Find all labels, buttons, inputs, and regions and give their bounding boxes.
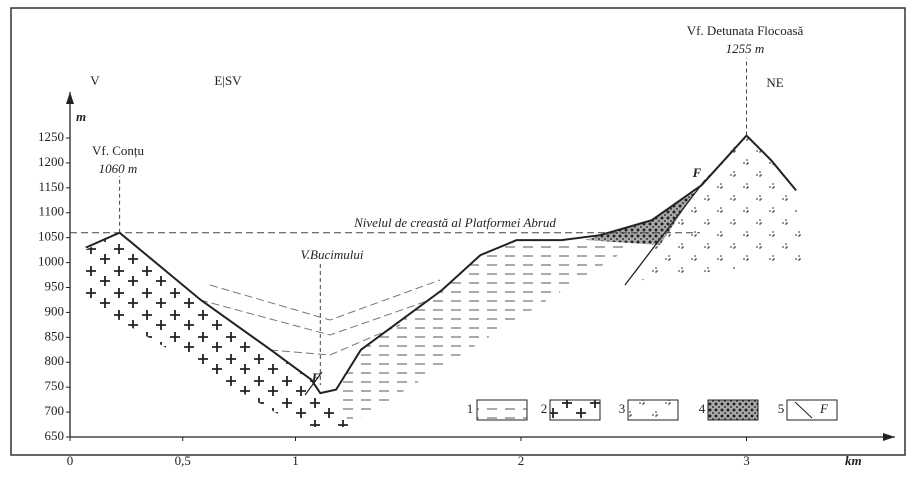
chart: mkm6507007508008509009501000105011001150… [0,0,911,478]
legend-label: 1 [467,401,474,416]
annotation: Vf. Detunata Flocoasă [687,23,804,38]
legend-box [550,400,600,420]
x-tick-label: 0 [67,453,74,468]
annotation: Nivelul de creastă al Platformei Abrud [353,215,556,230]
legend-box [477,400,527,420]
annotation: Vf. Conțu [92,143,145,158]
x-tick-label: 0,5 [175,453,191,468]
legend-label: 5 [778,401,785,416]
y-axis-label: m [76,109,86,124]
legend-box [708,400,758,420]
y-tick-label: 1000 [38,254,64,269]
y-tick-label: 650 [45,428,65,443]
page: {"chart_data": {"type": "line", "x_label… [0,0,911,478]
y-tick-label: 750 [45,378,65,393]
y-tick-label: 800 [45,353,65,368]
y-tick-label: 1050 [38,229,64,244]
y-tick-label: 900 [45,303,65,318]
legend-box [628,400,678,420]
x-tick-label: 1 [292,453,299,468]
legend-box [787,400,837,420]
legend-label: F [819,401,829,416]
x-axis-label: km [845,453,862,468]
x-tick-label: 3 [743,453,750,468]
y-tick-label: 850 [45,328,65,343]
annotation: NE [766,75,783,90]
pattern-crosses [85,234,350,427]
x-tick-label: 2 [518,453,525,468]
y-tick-label: 950 [45,278,65,293]
annotation: 1060 m [99,161,138,176]
legend-label: 2 [541,401,548,416]
y-tick-label: 1200 [38,154,64,169]
annotation: V [90,73,100,88]
y-tick-label: 1100 [38,204,64,219]
y-tick-label: 1150 [38,179,64,194]
x-arrow [883,433,895,441]
annotation: 1255 m [726,41,765,56]
pattern-dots [625,135,805,285]
annotation: V.Bucimului [301,247,364,262]
annotation: E|SV [214,73,242,88]
y-tick-label: 700 [45,403,65,418]
y-tick-label: 1250 [38,129,64,144]
pattern-sediment [335,235,650,425]
y-arrow [66,92,74,104]
legend-label: 4 [699,401,706,416]
annotation: F [692,165,702,180]
annotation: F [311,370,321,385]
legend-label: 3 [619,401,626,416]
